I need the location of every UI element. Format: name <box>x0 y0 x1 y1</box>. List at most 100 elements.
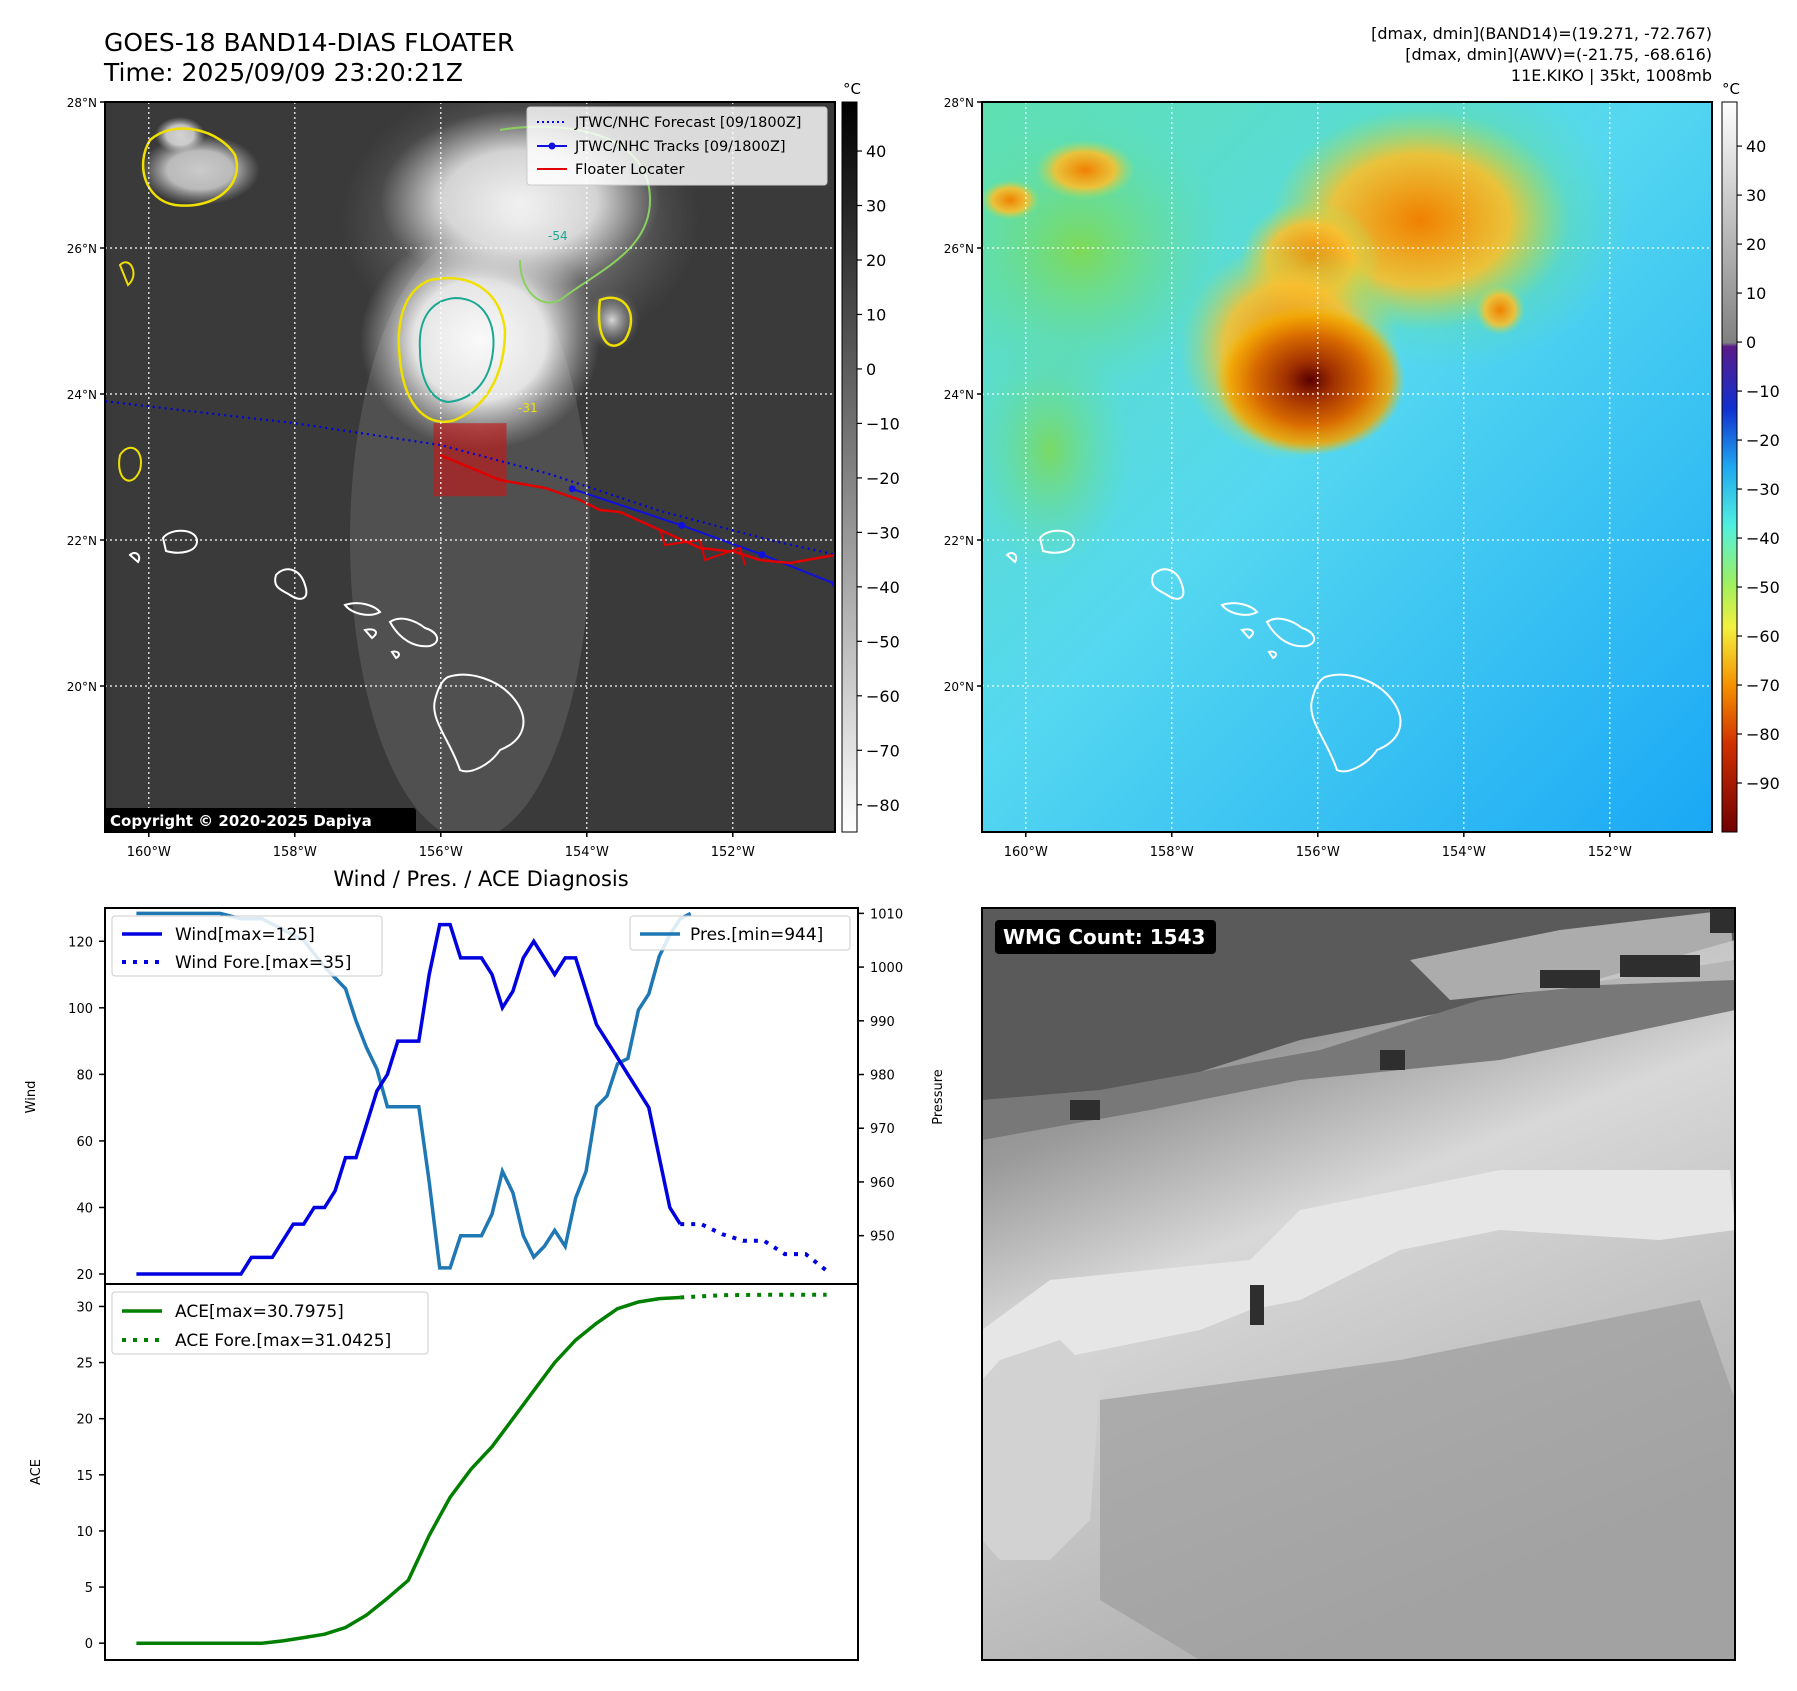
ir-imagery: -54 -31 <box>105 102 835 832</box>
ir-colorbar-ticks: 40 30 20 10 0 −10 −20 −30 −40 −50 −60 −70 −80 <box>857 142 900 815</box>
colorbar-tick-label: 20 <box>1746 235 1766 254</box>
ir-lat-label: 24°N <box>67 388 97 402</box>
ytick-label: 30 <box>76 1300 93 1315</box>
colorbar-tick-label: 0 <box>866 360 876 379</box>
ir-lon-label: 158°W <box>273 845 317 860</box>
contour-label-31: -31 <box>518 401 538 415</box>
wv-colorbar <box>1721 101 1738 833</box>
ace-chart: 0 5 10 15 20 25 30 ACE ACE[max=30.7975] ACE Fo… <box>29 1283 859 1661</box>
wv-lat-label: 28°N <box>944 96 974 110</box>
legend-pressure: Pres.[min=944] <box>690 925 823 945</box>
ytick-label: 120 <box>68 935 93 950</box>
colorbar-tick-label: 0 <box>1746 333 1756 352</box>
ir-lon-label: 156°W <box>419 845 463 860</box>
legend-tracks: JTWC/NHC Tracks [09/1800Z] <box>574 139 786 155</box>
copyright-text: Copyright © 2020-2025 Dapiya <box>110 812 372 830</box>
ir-coastlines <box>128 529 525 773</box>
wv-lat-label: 26°N <box>944 242 974 256</box>
wv-lon-label: 156°W <box>1296 845 1340 860</box>
wmg-frame <box>981 907 1736 1661</box>
ace-ylabel: ACE <box>29 1459 44 1485</box>
ir-colorbar-unit: °C <box>843 80 861 98</box>
wv-gridlines <box>982 102 1712 832</box>
colorbar-tick-label: 30 <box>866 197 886 216</box>
ir-lon-label: 154°W <box>565 845 609 860</box>
best-track-points <box>568 485 835 588</box>
ytick-label: 20 <box>76 1413 93 1428</box>
y2tick-label: 1000 <box>870 961 903 976</box>
y2tick-label: 1010 <box>870 907 903 922</box>
colorbar-tick-label: 30 <box>1746 186 1766 205</box>
colorbar-tick-label: −20 <box>866 469 900 488</box>
ir-gridlines <box>105 102 835 832</box>
best-track-point <box>678 521 686 529</box>
info-line-storm: 11E.KIKO | 35kt, 1008mb <box>1511 66 1712 85</box>
ytick-label: 40 <box>76 1201 93 1216</box>
series-wind <box>136 922 682 1276</box>
wv-lat-label: 22°N <box>944 534 974 548</box>
colorbar-tick-label: −20 <box>1746 431 1780 450</box>
copyright-box <box>104 808 416 833</box>
contour-label-54: -54 <box>548 229 568 243</box>
wv-lon-label: 160°W <box>1004 845 1048 860</box>
ir-lat-label: 26°N <box>67 242 97 256</box>
ace-plot-frame <box>104 1283 859 1661</box>
wv-lon-labels: 160°W 158°W 156°W 154°W 152°W <box>1004 832 1632 860</box>
ytick-label: 10 <box>76 1525 93 1540</box>
wind-pressure-chart: Wind / Pres. / ACE Diagnosis 20 40 60 80 100… <box>24 867 946 1285</box>
wv-lat-label: 24°N <box>944 388 974 402</box>
ir-lat-labels: 28°N 26°N 24°N 22°N 20°N <box>67 96 105 694</box>
ytick-label: 80 <box>76 1068 93 1083</box>
legend-floater: Floater Locater <box>575 162 684 178</box>
wmg-panel: WMG Count: 1543 <box>981 907 1736 1661</box>
pressure-legend: Pres.[min=944] <box>629 915 851 951</box>
colorbar-tick-label: −70 <box>1746 676 1780 695</box>
wind-ylabel: Wind <box>24 1081 39 1114</box>
wv-imagery <box>982 102 1712 832</box>
figure-title: GOES-18 BAND14-DIAS FLOATER <box>104 28 514 57</box>
colorbar-tick-label: −40 <box>1746 529 1780 548</box>
y2tick-label: 980 <box>870 1069 895 1084</box>
colorbar-tick-label: −60 <box>866 687 900 706</box>
colorbar-tick-label: 10 <box>1746 284 1766 303</box>
colorbar-tick-label: −80 <box>1746 725 1780 744</box>
series-wind-forecast <box>680 1222 828 1273</box>
wv-colorbar-unit: °C <box>1722 80 1740 98</box>
series-ace <box>136 1295 681 1645</box>
ir-lat-label: 22°N <box>67 534 97 548</box>
wmg-label-box <box>995 920 1216 954</box>
ace-yticks: 0 5 10 15 20 25 30 <box>76 1300 105 1652</box>
ir-lon-label: 152°W <box>711 845 755 860</box>
wmg-imagery <box>982 908 1735 1660</box>
wv-map-frame <box>981 101 1713 833</box>
wmg-count-label: WMG Count: 1543 <box>1003 925 1205 949</box>
ace-legend: ACE[max=30.7975] ACE Fore.[max=31.0425] <box>111 1291 429 1355</box>
y2tick-label: 950 <box>870 1230 895 1245</box>
legend-forecast: JTWC/NHC Forecast [09/1800Z] <box>574 115 801 131</box>
legend-wind-forecast: Wind Fore.[max=35] <box>175 953 351 973</box>
y2tick-label: 990 <box>870 1015 895 1030</box>
ytick-label: 15 <box>76 1469 93 1484</box>
ytick-label: 100 <box>68 1002 93 1017</box>
ytick-label: 60 <box>76 1135 93 1150</box>
wind-legend: Wind[max=125] Wind Fore.[max=35] <box>111 915 383 977</box>
ytick-label: 25 <box>76 1357 93 1372</box>
colorbar-tick-label: −30 <box>866 523 900 542</box>
y2tick-label: 970 <box>870 1122 895 1137</box>
wv-lat-label: 20°N <box>944 680 974 694</box>
pressure-ylabel: Pressure <box>931 1069 946 1125</box>
colorbar-tick-label: −30 <box>1746 480 1780 499</box>
diagnosis-title: Wind / Pres. / ACE Diagnosis <box>333 867 628 891</box>
wv-colorbar-ticks: 40 30 20 10 0 −10 −20 −30 −40 −50 −60 −70 −80 −90 <box>1737 137 1780 793</box>
wv-map-panel: 28°N 26°N 24°N 22°N 20°N 160°W 158°W 156°W 154°… <box>944 80 1780 860</box>
ir-lat-label: 28°N <box>67 96 97 110</box>
colorbar-tick-label: −50 <box>866 632 900 651</box>
floater-box <box>433 423 507 497</box>
ir-lon-labels: 160°W 158°W 156°W 154°W 152°W <box>127 832 755 860</box>
legend-ace: ACE[max=30.7975] <box>175 1302 344 1322</box>
best-track-point <box>568 485 576 493</box>
ir-map-frame <box>104 101 836 833</box>
colorbar-tick-label: −40 <box>866 578 900 597</box>
ir-legend: JTWC/NHC Forecast [09/1800Z] JTWC/NHC Tr… <box>526 106 828 186</box>
wv-lon-label: 158°W <box>1150 845 1194 860</box>
